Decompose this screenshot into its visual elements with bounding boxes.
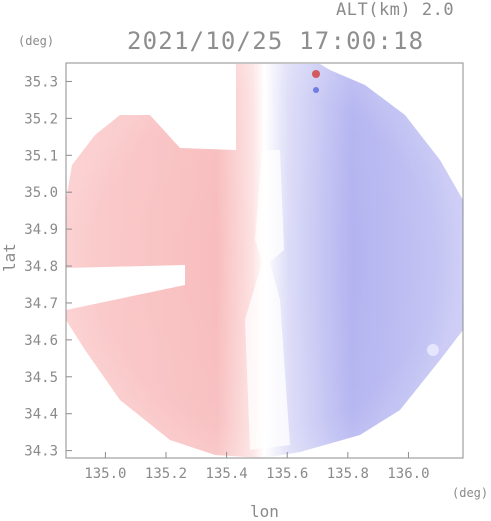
x-tick-label: 135.0 [84, 466, 126, 482]
altitude-label: ALT(km) 2.0 [336, 0, 455, 20]
y-tick-label: 34.5 [24, 370, 58, 386]
y-tick-label: 34.9 [24, 222, 58, 238]
y-tick-label: 34.7 [24, 296, 58, 312]
y-ticks: 35.3 35.2 35.1 35.0 34.9 34.8 34.7 34.6 34.5 34.4… [24, 74, 72, 460]
x-tick-label: 135.2 [145, 466, 187, 482]
velocity-artifact-light [427, 344, 439, 356]
y-tick-label: 35.0 [24, 185, 58, 201]
timestamp-title: 2021/10/25 17:00:18 [127, 27, 425, 55]
zero-velocity-band [245, 150, 290, 450]
velocity-artifact-blue [313, 87, 319, 93]
x-tick-label: 135.8 [327, 466, 369, 482]
y-tick-label: 35.1 [24, 148, 58, 164]
y-axis-unit: (deg) [18, 34, 55, 48]
y-tick-label: 35.3 [24, 74, 58, 90]
y-tick-label: 34.6 [24, 333, 58, 349]
x-ticks: 135.0 135.2 135.4 135.6 135.8 136.0 [84, 452, 430, 482]
x-axis-unit: (deg) [452, 486, 489, 500]
y-tick-label: 34.8 [24, 259, 58, 275]
y-tick-label: 35.2 [24, 111, 58, 127]
y-tick-label: 34.4 [24, 407, 58, 423]
velocity-artifact [312, 70, 320, 78]
y-tick-label: 34.3 [24, 444, 58, 460]
x-tick-label: 135.4 [206, 466, 248, 482]
x-axis-label: lon [250, 502, 279, 521]
x-tick-label: 136.0 [387, 466, 429, 482]
plot-frame [65, 62, 464, 459]
x-tick-label: 135.6 [266, 466, 308, 482]
